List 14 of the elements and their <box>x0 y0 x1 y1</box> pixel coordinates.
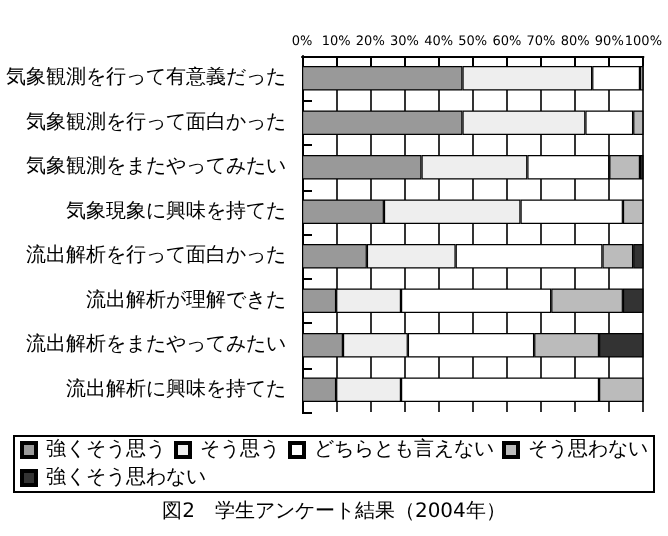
legend-label: 強くそう思う <box>46 437 166 461</box>
y-tick-label: 流出解析をまたやってみたい <box>26 332 286 357</box>
y-tick-label: 気象観測をまたやってみたい <box>26 154 286 179</box>
y-tick-label: 気象観測を行って面白かった <box>26 109 286 134</box>
y-tick-label: 流出解析が理解できた <box>86 287 286 312</box>
y-tick-label: 流出解析を行って面白かった <box>26 243 286 268</box>
y-tick-label: 流出解析に興味を持てた <box>66 376 286 401</box>
legend-label: どちらとも言えない <box>314 437 494 461</box>
legend-label: そう思わない <box>528 439 648 461</box>
y-tick-label: 気象現象に興味を持てた <box>66 198 286 223</box>
legend-label: そう思う <box>200 439 280 461</box>
text: 図2 学生アンケート結果（2004年） <box>162 499 506 523</box>
legend-label: 強くそう思わない <box>46 465 206 489</box>
y-tick-label: 気象観測を行って有意義だった <box>6 65 286 90</box>
